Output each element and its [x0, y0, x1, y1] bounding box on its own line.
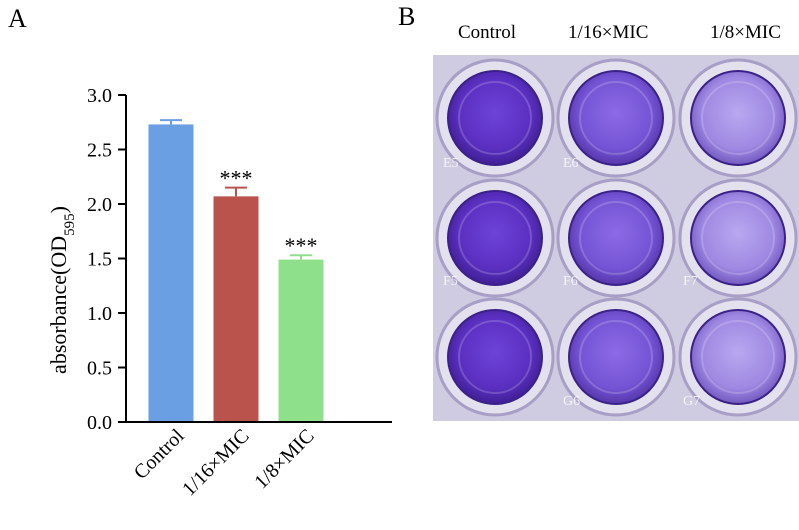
plate-column-label-1-16-mic: 1/16×MIC [568, 22, 649, 43]
well-stain [447, 309, 543, 405]
x-tick-label: Control [130, 425, 189, 484]
y-tick-label: 0.0 [87, 412, 112, 434]
x-tick-label: 1/16×MIC [178, 425, 253, 500]
well-stain [690, 190, 786, 286]
well-stain [690, 309, 786, 405]
well-label-f7: F7 [683, 274, 698, 289]
y-axis-label-main: absorbance(OD [46, 236, 71, 374]
y-axis-label-subscript: 595 [62, 213, 78, 236]
plate-wells [435, 58, 798, 417]
y-axis-label-close: ) [46, 206, 71, 213]
bar [278, 259, 324, 422]
well-inner-ring [458, 201, 532, 275]
well-label-e6: E6 [563, 156, 579, 171]
well-stain [447, 70, 543, 166]
well-inner-ring [701, 320, 775, 394]
y-tick-label: 3.0 [87, 85, 112, 107]
well-inner-ring [458, 81, 532, 155]
panel-label-b: B [398, 2, 416, 31]
y-tick-label: 0.5 [87, 358, 112, 380]
y-tick-label: 2.0 [87, 194, 112, 216]
well-inner-ring [579, 201, 653, 275]
well-inner-ring [579, 81, 653, 155]
significance-label: *** [220, 166, 253, 191]
well-label-e5: E5 [443, 156, 459, 171]
y-axis-label: absorbance(OD595) [46, 206, 78, 374]
bar [148, 124, 194, 423]
y-axis: 0.0 0.5 1.0 1.5 2.0 2.5 3.0 [87, 85, 127, 434]
x-tick-label: 1/8×MIC [250, 425, 318, 493]
well-label-g6: G6 [563, 394, 580, 409]
well-label-f5: F5 [443, 274, 458, 289]
y-tick-label: 1.5 [87, 249, 112, 271]
well-inner-ring [701, 81, 775, 155]
bar [213, 196, 259, 422]
y-tick-label: 1.0 [87, 303, 112, 325]
well-label-g7: G7 [683, 394, 700, 409]
well-inner-ring [701, 201, 775, 275]
well-stain [690, 70, 786, 166]
bars: *** *** [126, 119, 392, 423]
significance-label: *** [285, 233, 318, 258]
well-stain [568, 309, 664, 405]
well-stain [568, 70, 664, 166]
plate-column-label-1-8-mic: 1/8×MIC [710, 22, 781, 43]
well-inner-ring [579, 320, 653, 394]
bar-chart: 0.0 0.5 1.0 1.5 2.0 2.5 3.0 *** *** Control1/16… [46, 85, 392, 501]
well-stain [447, 190, 543, 286]
well-stain [568, 190, 664, 286]
well-inner-ring [458, 320, 532, 394]
panel-label-a: A [8, 4, 27, 33]
well-label-f6: F6 [563, 274, 578, 289]
crystal-violet-plate-photo: E5 E6 F5 F6 F7 G6 G7 [433, 55, 799, 421]
plate-column-label-control: Control [458, 22, 517, 43]
y-tick-label: 2.5 [87, 140, 112, 162]
